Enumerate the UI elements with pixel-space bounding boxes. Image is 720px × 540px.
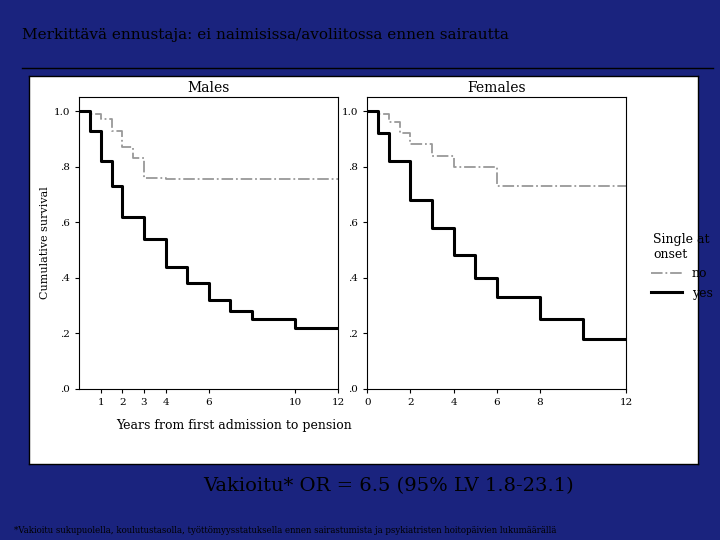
Title: Females: Females [467,80,526,94]
Text: Vakioitu* OR = 6.5 (95% LV 1.8-23.1): Vakioitu* OR = 6.5 (95% LV 1.8-23.1) [204,477,574,495]
Y-axis label: Cumulative survival: Cumulative survival [40,187,50,299]
Text: *Vakioitu sukupuolella, koulutustasolla, työttömyysstatuksella ennen sairastumis: *Vakioitu sukupuolella, koulutustasolla,… [14,525,557,535]
Text: Years from first admission to pension: Years from first admission to pension [116,419,352,433]
Title: Males: Males [188,80,230,94]
Text: Merkittävä ennustaja: ei naimisissa/avoliitossa ennen sairautta: Merkittävä ennustaja: ei naimisissa/avol… [22,28,508,42]
Legend: no, yes: no, yes [646,228,718,305]
